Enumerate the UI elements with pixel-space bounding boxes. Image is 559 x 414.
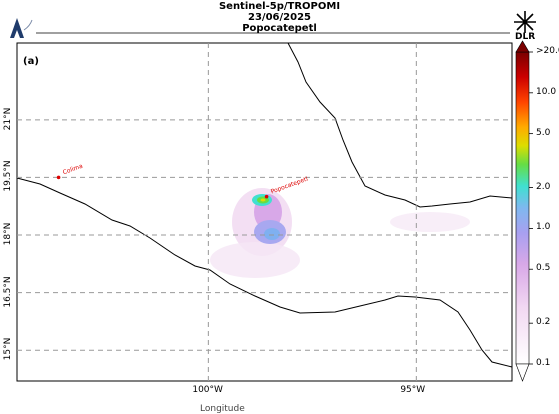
dlr-logo-icon (514, 11, 536, 33)
colorbar-tick-label-7: 0.1 (536, 358, 551, 368)
coastline (16, 42, 513, 368)
volcano-marker-0 (56, 175, 61, 180)
lat-lon-grid (17, 43, 512, 381)
colorbar-top-extension (515, 40, 530, 53)
panel-label: (a) (23, 56, 39, 67)
lat-tick-label-3: 16.5°N (3, 276, 13, 308)
title-volcano: Popocatepetl (242, 23, 317, 34)
lat-tick-label-2: 18°N (3, 222, 13, 246)
colorbar-tick-label-0: >20.0 (536, 46, 559, 56)
colorbar (515, 40, 533, 382)
lat-tick-label-4: 15°N (3, 337, 13, 361)
lon-tick-label-0: 100°W (192, 385, 223, 395)
institute-logo-icon (10, 18, 33, 38)
title-satellite: Sentinel-5p/TROPOMI (218, 1, 341, 12)
colorbar-tick-label-3: 2.0 (536, 181, 551, 192)
colorbar-tick-label-1: 10.0 (536, 86, 557, 97)
x-axis-title: Longitude (200, 404, 245, 414)
lat-tick-label-0: 21°N (3, 107, 13, 131)
colorbar-tick-label-6: 0.2 (536, 317, 551, 328)
colorbar-tick-label-5: 0.5 (536, 263, 551, 274)
colorbar-tick-label-2: 5.0 (536, 127, 551, 138)
title-date: 23/06/2025 (248, 12, 311, 23)
lat-tick-label-1: 19.5°N (3, 160, 13, 193)
colorbar-tick-label-4: 1.0 (536, 222, 551, 233)
colorbar-bottom-extension (515, 363, 530, 382)
so2-plume (210, 188, 470, 278)
volcano-marker-1 (264, 194, 269, 199)
dlr-logo-text: DLR (515, 32, 536, 42)
lon-tick-label-1: 95°W (400, 385, 426, 395)
